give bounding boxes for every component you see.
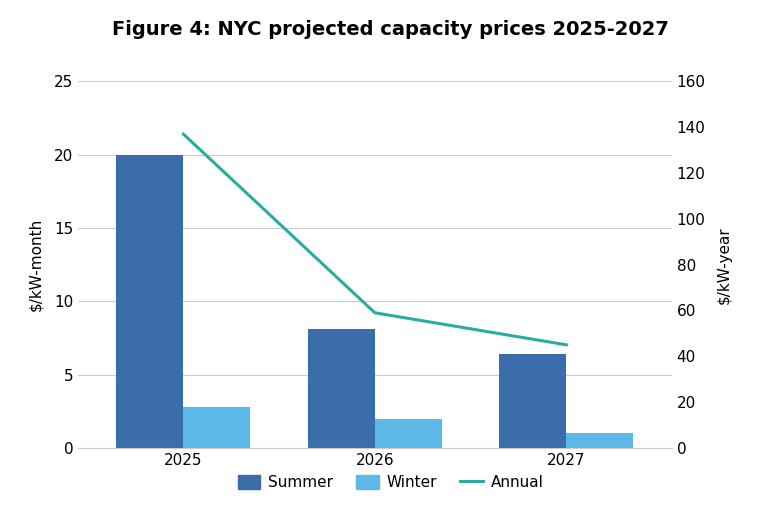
Y-axis label: $/kW-month: $/kW-month	[28, 218, 43, 312]
Bar	[375, 418, 442, 448]
Bar	[499, 354, 566, 448]
Bar	[566, 433, 633, 448]
Y-axis label: $/kW-year: $/kW-year	[717, 226, 732, 303]
Text: Figure 4: NYC projected capacity prices 2025-2027: Figure 4: NYC projected capacity prices …	[112, 20, 669, 39]
Legend: Summer, Winter, Annual: Summer, Winter, Annual	[231, 469, 550, 496]
Bar	[184, 407, 251, 448]
Bar	[308, 329, 375, 448]
Bar	[116, 155, 184, 448]
